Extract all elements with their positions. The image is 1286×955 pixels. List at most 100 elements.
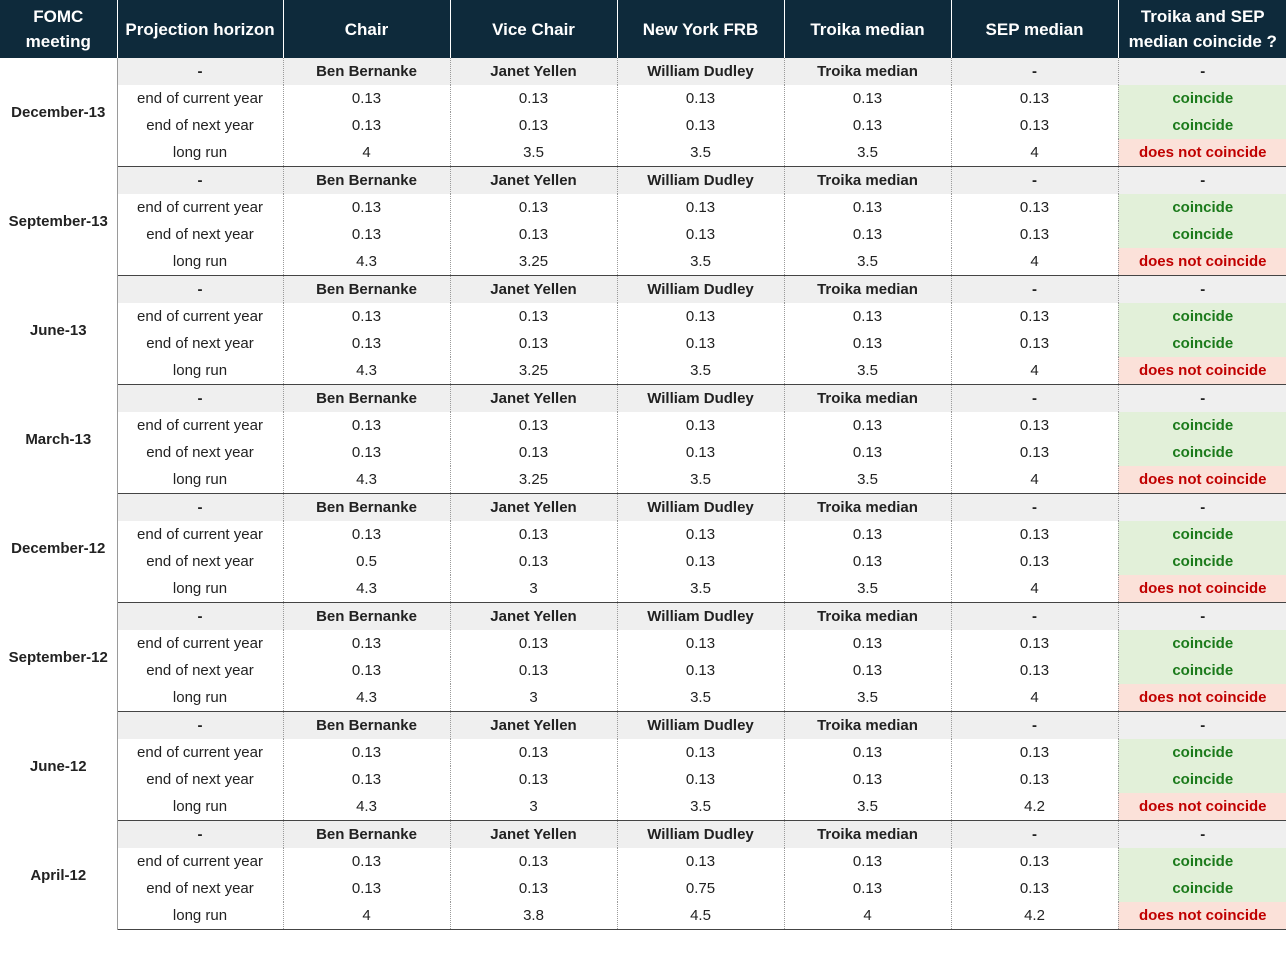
chair-cell: 0.13 <box>283 194 451 221</box>
header-fomc-meeting: FOMC meeting <box>0 0 118 58</box>
new-york-frb-cell: 3.5 <box>617 357 785 385</box>
chair-cell: 4.3 <box>283 357 451 385</box>
vice-chair-cell: 0.13 <box>450 657 618 684</box>
vice-chair-cell: 0.13 <box>450 412 618 439</box>
chair-cell: Ben Bernanke <box>283 166 451 194</box>
sep-median-cell: 0.13 <box>951 303 1119 330</box>
table-row: long run 4.3 3.25 3.5 3.5 4 does not coincide <box>0 248 1286 276</box>
coincide-status-cell: - <box>1118 275 1286 303</box>
projection-horizon-cell: - <box>117 711 284 739</box>
projection-horizon-cell: long run <box>117 793 284 821</box>
vice-chair-cell: 3 <box>450 684 618 712</box>
table-row: long run 4.3 3 3.5 3.5 4.2 does not coincide <box>0 793 1286 821</box>
sep-median-cell: - <box>951 384 1119 412</box>
troika-median-cell: Troika median <box>784 384 952 412</box>
vice-chair-cell: 3.8 <box>450 902 618 930</box>
vice-chair-cell: 0.13 <box>450 303 618 330</box>
sep-median-cell: 0.13 <box>951 112 1119 139</box>
vice-chair-cell: 0.13 <box>450 875 618 902</box>
sep-median-cell: 0.13 <box>951 657 1119 684</box>
chair-cell: Ben Bernanke <box>283 820 451 848</box>
vice-chair-cell: 3 <box>450 575 618 603</box>
new-york-frb-cell: 0.13 <box>617 548 785 575</box>
sep-median-cell: 0.13 <box>951 330 1119 357</box>
troika-median-cell: 0.13 <box>784 875 952 902</box>
troika-median-cell: 0.13 <box>784 548 952 575</box>
table-row: April-12- Ben Bernanke Janet Yellen William… <box>0 820 1286 930</box>
troika-median-cell: 3.5 <box>784 575 952 603</box>
coincide-status-cell: coincide <box>1118 439 1286 466</box>
troika-median-cell: 0.13 <box>784 194 952 221</box>
new-york-frb-cell: 0.13 <box>617 739 785 766</box>
new-york-frb-cell: 0.13 <box>617 766 785 793</box>
troika-median-cell: 0.13 <box>784 439 952 466</box>
sep-median-cell: 4 <box>951 466 1119 494</box>
coincide-status-cell: does not coincide <box>1118 248 1286 276</box>
chair-cell: 4.3 <box>283 575 451 603</box>
sep-median-cell: 0.13 <box>951 439 1119 466</box>
chair-cell: 0.13 <box>283 85 451 112</box>
troika-median-cell: 0.13 <box>784 848 952 875</box>
vice-chair-cell: 3 <box>450 793 618 821</box>
coincide-status-cell: - <box>1118 58 1286 85</box>
new-york-frb-cell: William Dudley <box>617 384 785 412</box>
troika-median-cell: Troika median <box>784 602 952 630</box>
vice-chair-cell: 0.13 <box>450 848 618 875</box>
sep-median-cell: 4.2 <box>951 793 1119 821</box>
coincide-status-cell: coincide <box>1118 303 1286 330</box>
coincide-status-cell: coincide <box>1118 739 1286 766</box>
vice-chair-cell: Janet Yellen <box>450 493 618 521</box>
projection-horizon-cell: - <box>117 166 284 194</box>
coincide-status-cell: coincide <box>1118 221 1286 248</box>
header-projection-horizon: Projection horizon <box>117 0 284 58</box>
table-row: end of current year 0.13 0.13 0.13 0.13 0.13 c… <box>0 303 1286 330</box>
new-york-frb-cell: 0.13 <box>617 439 785 466</box>
sep-median-cell: 0.13 <box>951 848 1119 875</box>
troika-median-cell: 3.5 <box>784 357 952 385</box>
table-row: end of next year 0.13 0.13 0.13 0.13 0.13 coin… <box>0 439 1286 466</box>
new-york-frb-cell: William Dudley <box>617 602 785 630</box>
fomc-meeting-cell: June-13 <box>0 275 118 385</box>
troika-median-cell: 3.5 <box>784 793 952 821</box>
chair-cell: Ben Bernanke <box>283 384 451 412</box>
header-coincide: Troika and SEP median coincide ? <box>1118 0 1286 58</box>
sep-median-cell: - <box>951 493 1119 521</box>
chair-cell: 0.13 <box>283 412 451 439</box>
table-row: long run 4.3 3.25 3.5 3.5 4 does not coincide <box>0 466 1286 494</box>
sep-median-cell: 4 <box>951 139 1119 167</box>
new-york-frb-cell: 0.13 <box>617 303 785 330</box>
troika-median-cell: 3.5 <box>784 466 952 494</box>
coincide-status-cell: does not coincide <box>1118 139 1286 167</box>
table-row: June-12- Ben Bernanke Janet Yellen William … <box>0 711 1286 821</box>
new-york-frb-cell: 0.13 <box>617 194 785 221</box>
fomc-meeting-cell: April-12 <box>0 820 118 930</box>
sep-median-cell: - <box>951 820 1119 848</box>
table-row: long run 4.3 3 3.5 3.5 4 does not coincide <box>0 684 1286 712</box>
troika-median-cell: 0.13 <box>784 630 952 657</box>
troika-median-cell: 3.5 <box>784 248 952 276</box>
vice-chair-cell: 3.25 <box>450 466 618 494</box>
chair-cell: Ben Bernanke <box>283 58 451 85</box>
troika-median-cell: 0.13 <box>784 330 952 357</box>
troika-median-cell: Troika median <box>784 275 952 303</box>
projection-horizon-cell: - <box>117 602 284 630</box>
troika-median-cell: 4 <box>784 902 952 930</box>
projection-horizon-cell: - <box>117 493 284 521</box>
table-row: end of next year 0.13 0.13 0.13 0.13 0.13 coin… <box>0 766 1286 793</box>
fomc-meeting-cell: December-12 <box>0 493 118 603</box>
projection-horizon-cell: long run <box>117 248 284 276</box>
fomc-meeting-cell: March-13 <box>0 384 118 494</box>
table-row: end of next year 0.13 0.13 0.13 0.13 0.13 coin… <box>0 657 1286 684</box>
sep-median-cell: - <box>951 602 1119 630</box>
coincide-status-cell: does not coincide <box>1118 684 1286 712</box>
table-row: long run 4 3.8 4.5 4 4.2 does not coincide <box>0 902 1286 930</box>
chair-cell: 0.13 <box>283 766 451 793</box>
coincide-status-cell: coincide <box>1118 330 1286 357</box>
projection-horizon-cell: end of current year <box>117 848 284 875</box>
coincide-status-cell: coincide <box>1118 412 1286 439</box>
new-york-frb-cell: 0.13 <box>617 521 785 548</box>
sep-median-cell: 0.13 <box>951 875 1119 902</box>
projections-table: FOMC meeting Projection horizon Chair Vi… <box>0 0 1286 930</box>
projection-horizon-cell: end of current year <box>117 521 284 548</box>
sep-median-cell: 0.13 <box>951 221 1119 248</box>
